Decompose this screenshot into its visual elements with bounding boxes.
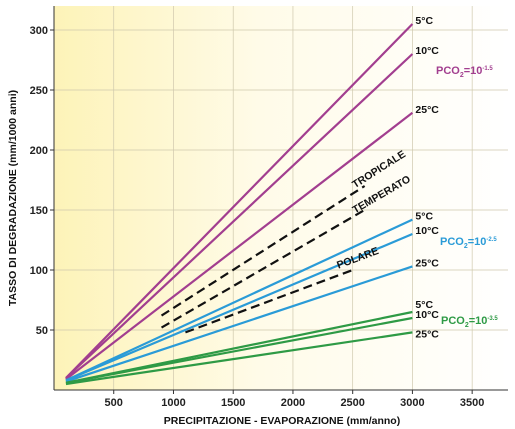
y-tick-label: 300 xyxy=(30,25,48,37)
series-line-2-1 xyxy=(65,316,413,384)
y-tick-label: 150 xyxy=(30,205,48,217)
series-line-2-2 xyxy=(65,331,413,386)
climate-lines xyxy=(160,185,366,334)
climate-line xyxy=(160,209,366,329)
x-tick-label: 3000 xyxy=(400,397,424,409)
series-line-0-2 xyxy=(65,111,414,381)
group-label: PCO2=10-3.5 xyxy=(441,315,498,329)
group-label: PCO2=10-1.5 xyxy=(436,65,493,79)
grid xyxy=(54,6,508,390)
series-label: 25°C xyxy=(415,104,439,116)
y-tick-label: 200 xyxy=(30,145,48,157)
series-line-0-0 xyxy=(65,23,414,379)
series-label: 10°C xyxy=(415,225,439,237)
series-line-1-1 xyxy=(65,232,413,382)
series-line-0-1 xyxy=(65,53,414,379)
series-label: 5°C xyxy=(415,299,433,311)
series-label: 25°C xyxy=(415,328,439,340)
plot-background xyxy=(54,6,508,390)
series-label: 5°C xyxy=(415,211,433,223)
group-label: PCO2=10-2.5 xyxy=(440,236,497,250)
x-tick-label: 2500 xyxy=(340,397,364,409)
x-tick-label: 1000 xyxy=(161,397,185,409)
x-axis-label: PRECIPITAZIONE - EVAPORAZIONE (mm/anno) xyxy=(164,415,400,427)
axes: 500 1000 1500 2000 2500 3000 3500 50 100 150 200 25… xyxy=(30,6,508,409)
series-label: 10°C xyxy=(415,45,439,57)
series-line-1-0 xyxy=(65,218,413,382)
series-line-1-2 xyxy=(65,265,413,383)
x-tick-label: 1500 xyxy=(221,397,245,409)
series-label: 5°C xyxy=(415,15,433,27)
series-lines xyxy=(65,23,414,386)
y-tick-label: 100 xyxy=(30,265,48,277)
x-tick-label: 2000 xyxy=(281,397,305,409)
y-axis-label: TASSO DI DEGRADAZIONE (mm/1000 anni) xyxy=(7,90,19,306)
climate-line xyxy=(160,185,366,317)
y-tick-label: 50 xyxy=(36,325,48,337)
series-label: 10°C xyxy=(415,309,439,321)
y-tick-label: 250 xyxy=(30,85,48,97)
x-tick-label: 3500 xyxy=(460,397,484,409)
x-tick-label: 500 xyxy=(105,397,123,409)
series-label: 25°C xyxy=(415,257,439,269)
climate-line xyxy=(185,268,354,334)
